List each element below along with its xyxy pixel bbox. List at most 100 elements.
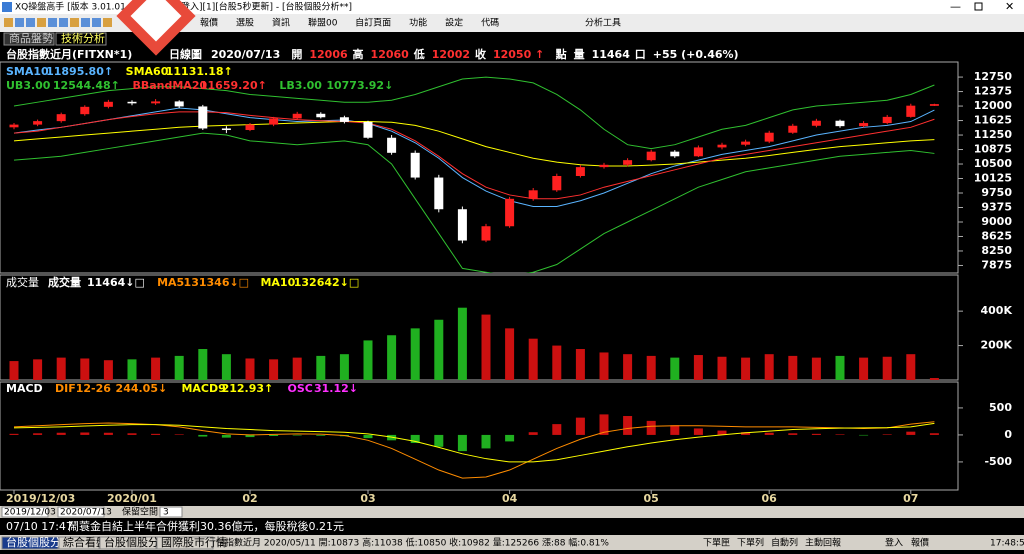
header-item: 台股指數近月(FITXN*1): [6, 47, 132, 61]
y-tick-label: 400K: [981, 304, 1013, 317]
osc-bar: [269, 434, 279, 436]
legend-value: 131346↓□: [184, 276, 250, 289]
tab[interactable]: [3, 32, 55, 46]
menu-item[interactable]: 代碼: [481, 18, 499, 29]
news-time: 07/10 17:47: [6, 520, 73, 533]
toolbar-icon[interactable]: [4, 18, 13, 27]
quote-header: 台股指數近月(FITXN*1) 日線圖 2020/07/13 開 12006 高 12060…: [6, 47, 739, 61]
osc-bar: [717, 430, 727, 435]
volume-bar: [741, 357, 751, 380]
minimize-button[interactable]: —: [950, 0, 961, 13]
y-tick-label: 500: [989, 401, 1012, 414]
tab-strip: [0, 32, 1024, 45]
news-ticker: [0, 518, 1024, 535]
indicator-line: [13, 121, 935, 167]
menu-item[interactable]: 自訂頁面: [355, 17, 391, 29]
volume-bar: [859, 357, 869, 380]
osc-bar: [882, 434, 892, 435]
toolbar-icon[interactable]: [92, 18, 101, 27]
tab-label[interactable]: 商品盤勢: [9, 31, 53, 45]
status-button[interactable]: 登入: [885, 538, 903, 549]
toolbar-button[interactable]: 分析工具: [585, 17, 621, 29]
legend-name: MACD9: [181, 382, 225, 395]
toolbar-icon[interactable]: [103, 18, 112, 27]
status-tab[interactable]: [99, 536, 157, 550]
volume-bar: [481, 314, 491, 380]
tab[interactable]: [55, 32, 107, 46]
x-tick-label: 2020/01: [107, 492, 157, 505]
candle-body: [741, 141, 751, 145]
y-tick-label: 9750: [981, 186, 1012, 199]
toolbar-icon[interactable]: [15, 18, 24, 27]
indicator-line: [13, 111, 935, 200]
menu-item[interactable]: 選股: [236, 18, 254, 29]
osc-bar: [811, 433, 821, 435]
osc-bar: [599, 414, 609, 435]
toolbar-icon[interactable]: [48, 18, 57, 27]
candle-body: [693, 147, 703, 157]
close-button[interactable]: ✕: [1005, 0, 1014, 13]
reserve-label: 保留空間: [122, 506, 158, 518]
indicator-line: [13, 132, 935, 273]
header-item: 2020/07/13: [211, 48, 280, 61]
volume-bar: [292, 357, 302, 380]
status-button[interactable]: 下單匣: [703, 538, 730, 549]
legend-name: MA10: [260, 276, 295, 289]
osc-bar: [623, 416, 633, 435]
legend-value: 31.12↓: [314, 382, 358, 395]
menu-item[interactable]: 資訊: [272, 17, 290, 29]
status-tab[interactable]: [1, 536, 59, 550]
status-button[interactable]: 主動回報: [805, 537, 841, 549]
volume-bar: [269, 359, 279, 380]
status-tab[interactable]: [58, 536, 100, 550]
status-tab[interactable]: [156, 536, 214, 550]
menu-item[interactable]: 聯盟00: [308, 17, 338, 29]
tab-label[interactable]: 技術分析: [61, 31, 105, 45]
candle-body: [670, 151, 680, 157]
candle-body: [717, 144, 727, 148]
osc-bar: [198, 434, 208, 437]
toolbar-icon[interactable]: [81, 18, 90, 27]
y-tick-label: 10125: [974, 172, 1012, 185]
osc-bar: [646, 420, 656, 435]
volume-bar: [693, 355, 703, 380]
status-button[interactable]: 自動列: [771, 537, 798, 549]
menu-item[interactable]: 報價: [200, 18, 218, 29]
maximize-button[interactable]: [974, 2, 983, 11]
start-date-input[interactable]: [1, 506, 49, 518]
status-tab-label[interactable]: 台股個股分析: [6, 535, 72, 549]
toolbar-icon[interactable]: [26, 18, 35, 27]
status-tab-label[interactable]: 國際股市行情: [161, 535, 227, 549]
x-tick-label: 06: [762, 492, 778, 505]
indicator-line: [13, 76, 935, 150]
osc-bar: [33, 433, 43, 435]
status-tab-label[interactable]: 台股個股分析: [104, 535, 170, 549]
status-tab-label[interactable]: 綜合看盤: [63, 535, 107, 549]
x-tick-label: 02: [242, 492, 257, 505]
header-item: 量: [574, 48, 585, 61]
osc-bar: [481, 434, 491, 449]
legend-value: 12544.48↑: [53, 79, 120, 92]
menu-item[interactable]: 功能: [409, 17, 427, 29]
status-button[interactable]: 下單列: [737, 537, 764, 549]
toolbar-icon[interactable]: [70, 18, 79, 27]
indicator-line: [13, 422, 935, 463]
menu-item[interactable]: 設定: [445, 17, 463, 29]
toolbar-icon[interactable]: [59, 18, 68, 27]
x-tick-label: 04: [502, 492, 518, 505]
end-date-input[interactable]: [57, 506, 105, 518]
menu-bar: 報價 選股 資訊 聯盟00 自訂頁面 功能 設定 代碼 分析工具: [4, 17, 621, 29]
osc-bar: [552, 424, 562, 435]
osc-bar: [741, 432, 751, 435]
status-button[interactable]: 報價: [911, 538, 929, 549]
y-tick-label: 12375: [974, 85, 1012, 98]
candle-body: [481, 226, 491, 241]
candle-body: [929, 104, 939, 106]
y-tick-label: 11250: [974, 128, 1013, 141]
news-text[interactable]: 鬧蓑金自結上半年合併獲利30.36億元，每股稅後0.21元: [68, 519, 344, 533]
toolbar-icon[interactable]: [37, 18, 46, 27]
candle-body: [811, 120, 821, 126]
legend-value: 11659.20↑: [200, 79, 267, 92]
candle-body: [457, 209, 467, 241]
reserve-input[interactable]: [159, 506, 183, 518]
